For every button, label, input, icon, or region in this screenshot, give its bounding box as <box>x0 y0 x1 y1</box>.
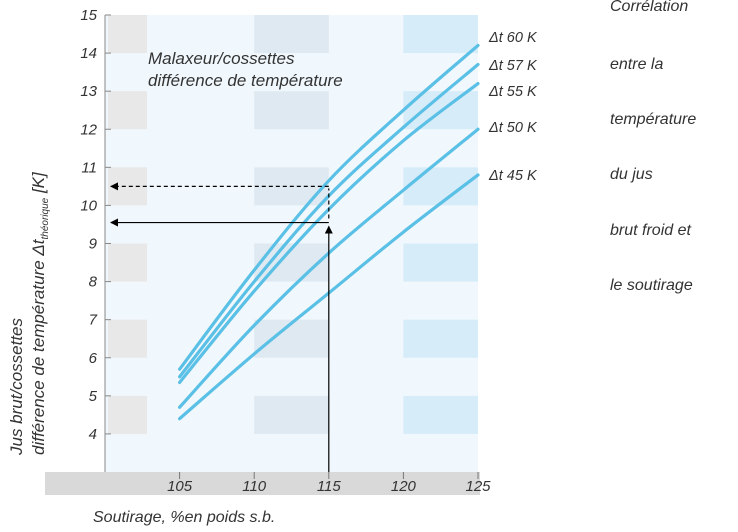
side-note-line-3: température <box>610 111 697 128</box>
y-tick-label-14: 14 <box>80 45 97 62</box>
x-axis-label: Soutirage, %en poids s.b. <box>93 509 275 526</box>
series-label-5: Δt 45 K <box>488 168 538 184</box>
series-label-3: Δt 55 K <box>488 84 538 100</box>
stripe-middle-6 <box>254 319 329 358</box>
y-tick-label-13: 13 <box>80 83 97 100</box>
series-label-4: Δt 50 K <box>488 120 538 136</box>
y-tick-label-5: 5 <box>89 388 98 405</box>
stripe-middle-12 <box>254 91 329 130</box>
x-tick-label-120: 120 <box>391 478 417 495</box>
stripe-middle-14 <box>254 15 329 54</box>
stripe-right-8 <box>403 243 478 282</box>
stripe-left-4 <box>108 395 147 434</box>
series-line-1 <box>178 43 480 371</box>
x-tick-label-110: 110 <box>242 478 267 495</box>
y-tick-label-4: 4 <box>89 426 97 443</box>
stripe-left-10 <box>108 167 147 206</box>
y-tick-label-15: 15 <box>80 7 97 24</box>
stripe-left-8 <box>108 243 147 282</box>
x-axis-band <box>45 472 480 495</box>
stripe-middle-4 <box>254 395 329 434</box>
stripe-left-6 <box>108 319 147 358</box>
chart-title-line-2: différence de température <box>148 71 343 90</box>
series-label-1: Δt 60 K <box>488 30 538 46</box>
x-tick-label-115: 115 <box>317 478 342 495</box>
y-tick-label-12: 12 <box>80 121 97 138</box>
x-tick-label-105: 105 <box>167 478 193 495</box>
side-note-line-2: entre la <box>610 56 664 73</box>
y-tick-label-9: 9 <box>89 236 98 253</box>
chart-title-line-1: Malaxeur/cossettes <box>148 49 295 68</box>
side-note-line-5: brut froid et <box>610 222 691 239</box>
side-note-line-6: le soutirage <box>610 277 693 294</box>
y-axis-label-line-2: différence de température Δtthéorique [K… <box>29 171 51 455</box>
stripe-right-14 <box>403 15 478 54</box>
y-tick-label-11: 11 <box>81 159 97 176</box>
y-tick-label-8: 8 <box>89 274 98 291</box>
side-note-line-1: Corrélation <box>610 0 689 15</box>
x-tick-label-125: 125 <box>465 478 491 495</box>
stripe-left-14 <box>108 15 147 54</box>
side-note-line-4: du jus <box>610 166 653 183</box>
y-axis-label-line-1: Jus brut/cossettes <box>7 317 26 456</box>
stripe-right-10 <box>403 167 478 206</box>
y-tick-label-7: 7 <box>89 312 98 329</box>
stripe-right-6 <box>403 319 478 358</box>
stripe-right-4 <box>403 395 478 434</box>
series-label-2: Δt 57 K <box>488 58 538 74</box>
stripe-left-12 <box>108 91 147 130</box>
y-tick-label-6: 6 <box>89 350 98 367</box>
y-tick-label-10: 10 <box>80 197 97 214</box>
